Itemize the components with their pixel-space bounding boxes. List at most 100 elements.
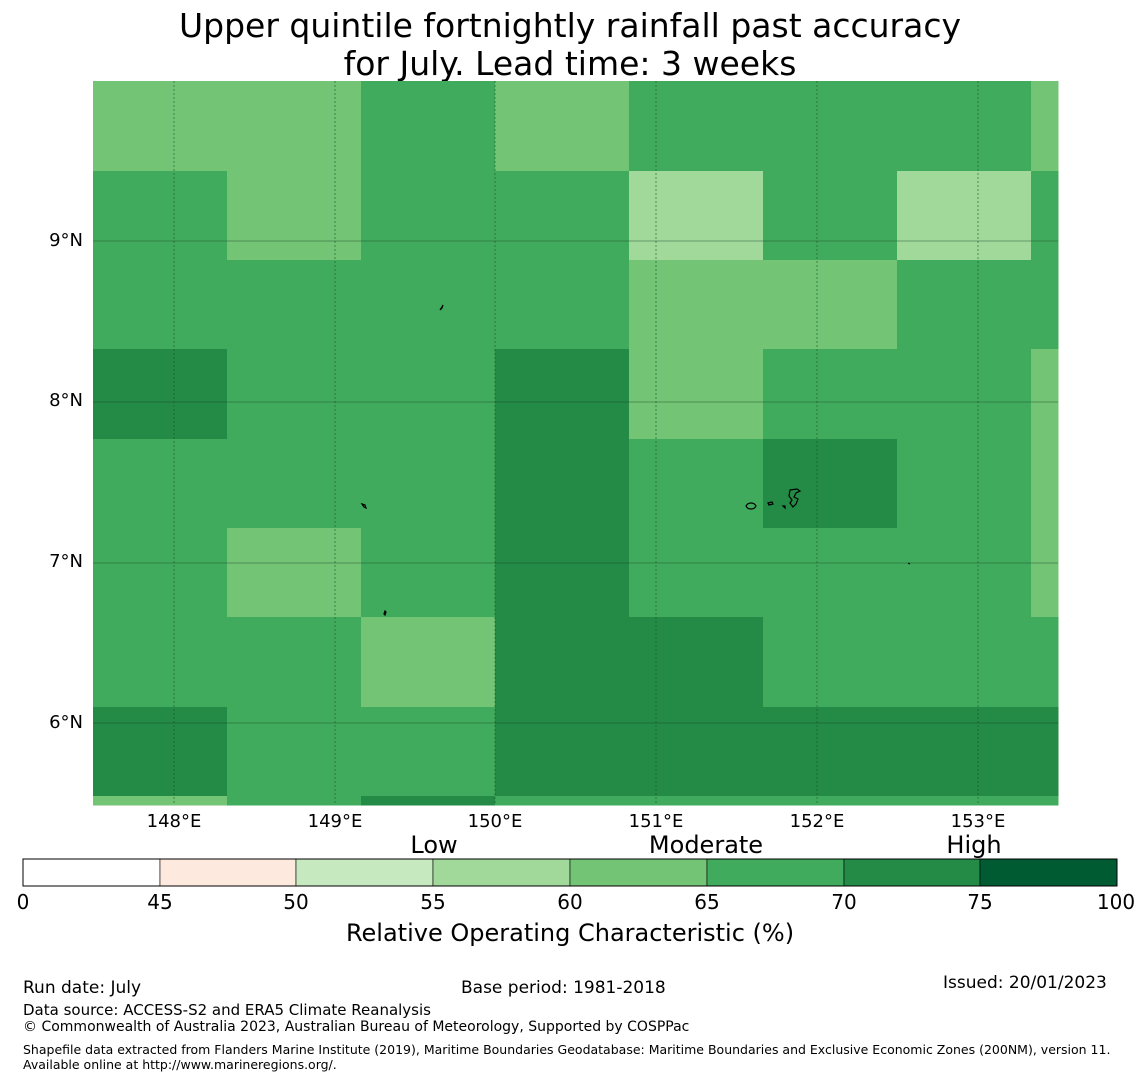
roc-cell (1031, 260, 1059, 350)
roc-cell (763, 439, 898, 529)
roc-cell (763, 617, 898, 708)
roc-cell (227, 171, 362, 261)
colorbar-segment (706, 858, 845, 887)
roc-cell (763, 349, 898, 440)
roc-cell (629, 707, 764, 797)
map-title-line-1: Upper quintile fortnightly rainfall past… (178, 6, 962, 45)
roc-cell (1031, 528, 1059, 618)
roc-cell (495, 171, 630, 261)
roc-cell (629, 796, 764, 806)
island-outline (788, 488, 802, 508)
colorbar-tick-60: 60 (557, 890, 583, 914)
island-outline (907, 562, 911, 565)
colorbar-tick-100: 100 (1096, 890, 1136, 914)
lat-label-6n: 6°N (49, 712, 83, 733)
roc-cell (361, 349, 496, 440)
colorbar-segment (295, 858, 434, 887)
roc-cell (495, 439, 630, 529)
roc-cell (763, 260, 898, 350)
colorbar-tick-50: 50 (283, 890, 309, 914)
colorbar-tick-65: 65 (694, 890, 720, 914)
roc-cell (1031, 439, 1059, 529)
roc-cell (763, 707, 898, 797)
lon-label-149e: 149°E (307, 811, 363, 832)
roc-cell (227, 617, 362, 708)
roc-cell (897, 707, 1032, 797)
lon-label-148e: 148°E (146, 811, 202, 832)
roc-cell (93, 528, 228, 618)
island-outlines (360, 304, 911, 617)
roc-cell (361, 439, 496, 529)
map-title-line-2: for July. Lead time: 3 weeks (343, 44, 797, 83)
roc-cell (495, 796, 630, 806)
roc-cell (361, 796, 496, 806)
shapefile-credit: Shapefile data extracted from Flanders M… (23, 1042, 1111, 1072)
roc-cell (227, 707, 362, 797)
roc-cell (763, 81, 898, 172)
roc-cell (227, 260, 362, 350)
roc-cell (1031, 707, 1059, 797)
roc-cell (495, 528, 630, 618)
roc-cell (629, 439, 764, 529)
roc-cell (361, 171, 496, 261)
roc-cell (227, 528, 362, 618)
category-moderate: Moderate (648, 831, 764, 859)
roc-cell (93, 260, 228, 350)
roc-cell (897, 439, 1032, 529)
lat-label-9n: 9°N (49, 230, 83, 251)
copyright: © Commonwealth of Australia 2023, Austra… (23, 1019, 690, 1035)
run-date: Run date: July (23, 978, 142, 998)
colorbar-tick-0: 0 (16, 890, 30, 914)
lon-label-151e: 151°E (628, 811, 684, 832)
roc-cell (495, 260, 630, 350)
roc-cell (361, 528, 496, 618)
roc-cell (897, 528, 1032, 618)
lat-label-7n: 7°N (49, 551, 83, 572)
colorbar (22, 858, 1118, 887)
colorbar-segment (979, 858, 1118, 887)
roc-cell (227, 349, 362, 440)
colorbar-segment (22, 858, 161, 887)
roc-cell (1031, 171, 1059, 261)
category-high: High (946, 831, 1002, 859)
roc-cell (93, 617, 228, 708)
roc-cell (227, 81, 362, 172)
colorbar-segment (843, 858, 981, 887)
colorbar-tick-70: 70 (831, 890, 857, 914)
island-outline (360, 502, 368, 510)
roc-cell (763, 796, 898, 806)
roc-cell (629, 171, 764, 261)
roc-cell (495, 617, 630, 708)
lat-label-8n: 8°N (49, 390, 83, 411)
roc-cell (897, 260, 1032, 350)
roc-cell (93, 81, 228, 172)
roc-cell (897, 617, 1032, 708)
lon-label-153e: 153°E (950, 811, 1006, 832)
roc-cell (495, 81, 630, 172)
roc-cell (763, 171, 898, 261)
colorbar-label: Relative Operating Characteristic (%) (345, 919, 795, 947)
colorbar-tick-55: 55 (420, 890, 446, 914)
roc-cell (763, 528, 898, 618)
colorbar-segment (569, 858, 708, 887)
roc-cell (93, 439, 228, 529)
roc-cell (897, 796, 1032, 806)
roc-cell (629, 260, 764, 350)
lon-label-150e: 150°E (467, 811, 523, 832)
roc-cell (1031, 796, 1059, 806)
roc-cell (629, 349, 764, 440)
roc-cell (227, 439, 362, 529)
roc-cell (897, 349, 1032, 440)
island-outline (383, 609, 387, 617)
roc-cell (361, 260, 496, 350)
data-source: Data source: ACCESS-S2 and ERA5 Climate … (23, 1001, 431, 1019)
roc-cell (93, 796, 228, 806)
roc-cell (227, 796, 362, 806)
roc-cell (93, 349, 228, 440)
roc-cell (93, 707, 228, 797)
colorbar-tick-75: 75 (967, 890, 993, 914)
roc-grid-cells (93, 81, 1059, 806)
colorbar-frame (22, 858, 1118, 887)
colorbar-segment (432, 858, 571, 887)
